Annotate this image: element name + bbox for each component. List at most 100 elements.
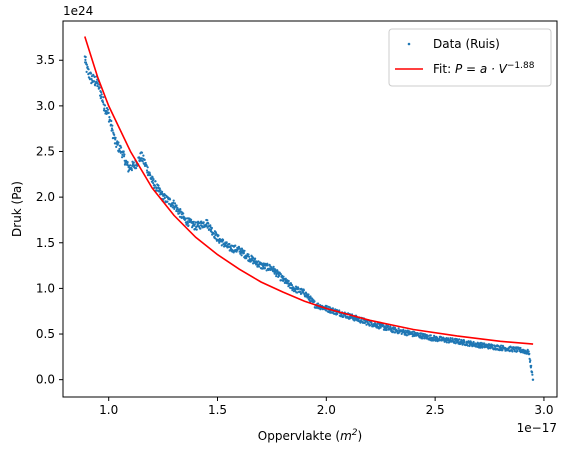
data-point: [255, 263, 258, 266]
data-point: [158, 187, 161, 190]
data-point: [275, 275, 278, 278]
data-point: [107, 111, 110, 114]
data-point: [172, 199, 175, 202]
y-tick-label: 2.5: [36, 145, 55, 159]
legend-box: [388, 28, 552, 87]
data-point: [248, 255, 251, 258]
data-point: [168, 198, 172, 201]
axes-frame: [62, 20, 558, 398]
y-axis: 0.0 0.5 1.0 1.5 2.0 2.5 3.0 3.5: [36, 53, 63, 387]
data-point: [121, 153, 124, 156]
data-point: [130, 167, 133, 170]
data-point: [186, 217, 189, 220]
data-point: [397, 327, 400, 330]
data-point: [519, 346, 522, 350]
series-fit-line: [84, 36, 534, 345]
data-point: [529, 359, 532, 362]
legend-label-fit: Fit: P = a · V−1.88: [433, 61, 535, 76]
y-tick-label: 2.0: [36, 190, 55, 204]
data-point: [376, 324, 379, 327]
data-point: [93, 80, 96, 83]
legend-fit-formula: P = a · V: [455, 62, 508, 76]
data-point: [405, 334, 409, 337]
data-point: [299, 290, 302, 293]
data-point: [261, 267, 264, 270]
data-point: [362, 321, 365, 324]
data-point: [463, 341, 466, 344]
data-point: [141, 160, 144, 163]
data-point: [85, 70, 88, 73]
data-point: [115, 145, 118, 148]
data-point: [105, 107, 109, 110]
data-point: [300, 292, 303, 295]
x-axis-label-unit: m: [340, 429, 352, 443]
data-point: [108, 116, 111, 119]
data-point: [132, 161, 135, 164]
data-point: [96, 82, 99, 85]
data-point: [324, 309, 328, 312]
data-point: [479, 341, 483, 344]
data-point: [93, 75, 96, 79]
data-point: [89, 72, 93, 75]
data-point: [157, 184, 160, 187]
data-point: [280, 279, 283, 282]
y-axis-offset-text: 1e24: [63, 4, 93, 18]
data-point: [528, 352, 531, 355]
data-point: [239, 249, 242, 252]
data-point: [184, 217, 187, 220]
data-point: [458, 338, 461, 341]
data-point: [135, 167, 138, 170]
data-point: [179, 208, 182, 211]
data-point: [129, 164, 132, 167]
data-point: [145, 169, 149, 172]
data-point: [229, 247, 233, 250]
data-point: [313, 300, 316, 303]
data-point: [449, 337, 452, 340]
legend-fit-exponent: −1.88: [507, 61, 535, 71]
data-point: [140, 151, 144, 154]
data-point: [447, 337, 450, 340]
data-point: [126, 161, 129, 164]
data-point: [101, 101, 105, 104]
data-point: [122, 150, 125, 153]
data-point: [222, 238, 225, 242]
x-tick-label: 3.0: [534, 403, 553, 417]
data-point: [87, 68, 90, 71]
data-point: [100, 93, 103, 96]
data-point: [202, 221, 205, 224]
data-point: [290, 284, 294, 287]
data-point: [282, 279, 285, 282]
data-point: [146, 166, 149, 169]
data-point: [153, 184, 156, 187]
legend: Data (Ruis) Fit: P = a · V−1.88: [388, 28, 552, 87]
data-point: [429, 334, 432, 337]
data-point: [460, 339, 463, 342]
data-point: [113, 133, 116, 136]
data-point: [297, 287, 300, 290]
data-point: [117, 141, 120, 144]
data-point: [417, 332, 420, 335]
data-point: [166, 200, 169, 203]
data-point: [130, 169, 133, 172]
data-point: [205, 224, 208, 227]
data-point: [266, 264, 269, 267]
data-point: [234, 244, 237, 247]
data-point: [153, 186, 156, 189]
data-point: [182, 212, 185, 215]
data-point: [385, 328, 388, 332]
data-point: [397, 331, 401, 334]
x-tick-label: 2.0: [317, 403, 336, 417]
data-point: [161, 190, 164, 193]
data-point: [176, 207, 179, 210]
data-point: [370, 323, 373, 326]
data-point: [206, 219, 209, 222]
data-point: [382, 324, 385, 327]
data-point: [325, 304, 328, 308]
data-point: [263, 267, 267, 270]
data-point: [193, 223, 196, 226]
data-point: [88, 78, 92, 81]
y-tick-label: 3.5: [36, 53, 55, 67]
y-tick-label: 1.5: [36, 236, 55, 250]
x-axis-label-close: ): [358, 429, 363, 443]
series-data-points: [83, 55, 535, 381]
